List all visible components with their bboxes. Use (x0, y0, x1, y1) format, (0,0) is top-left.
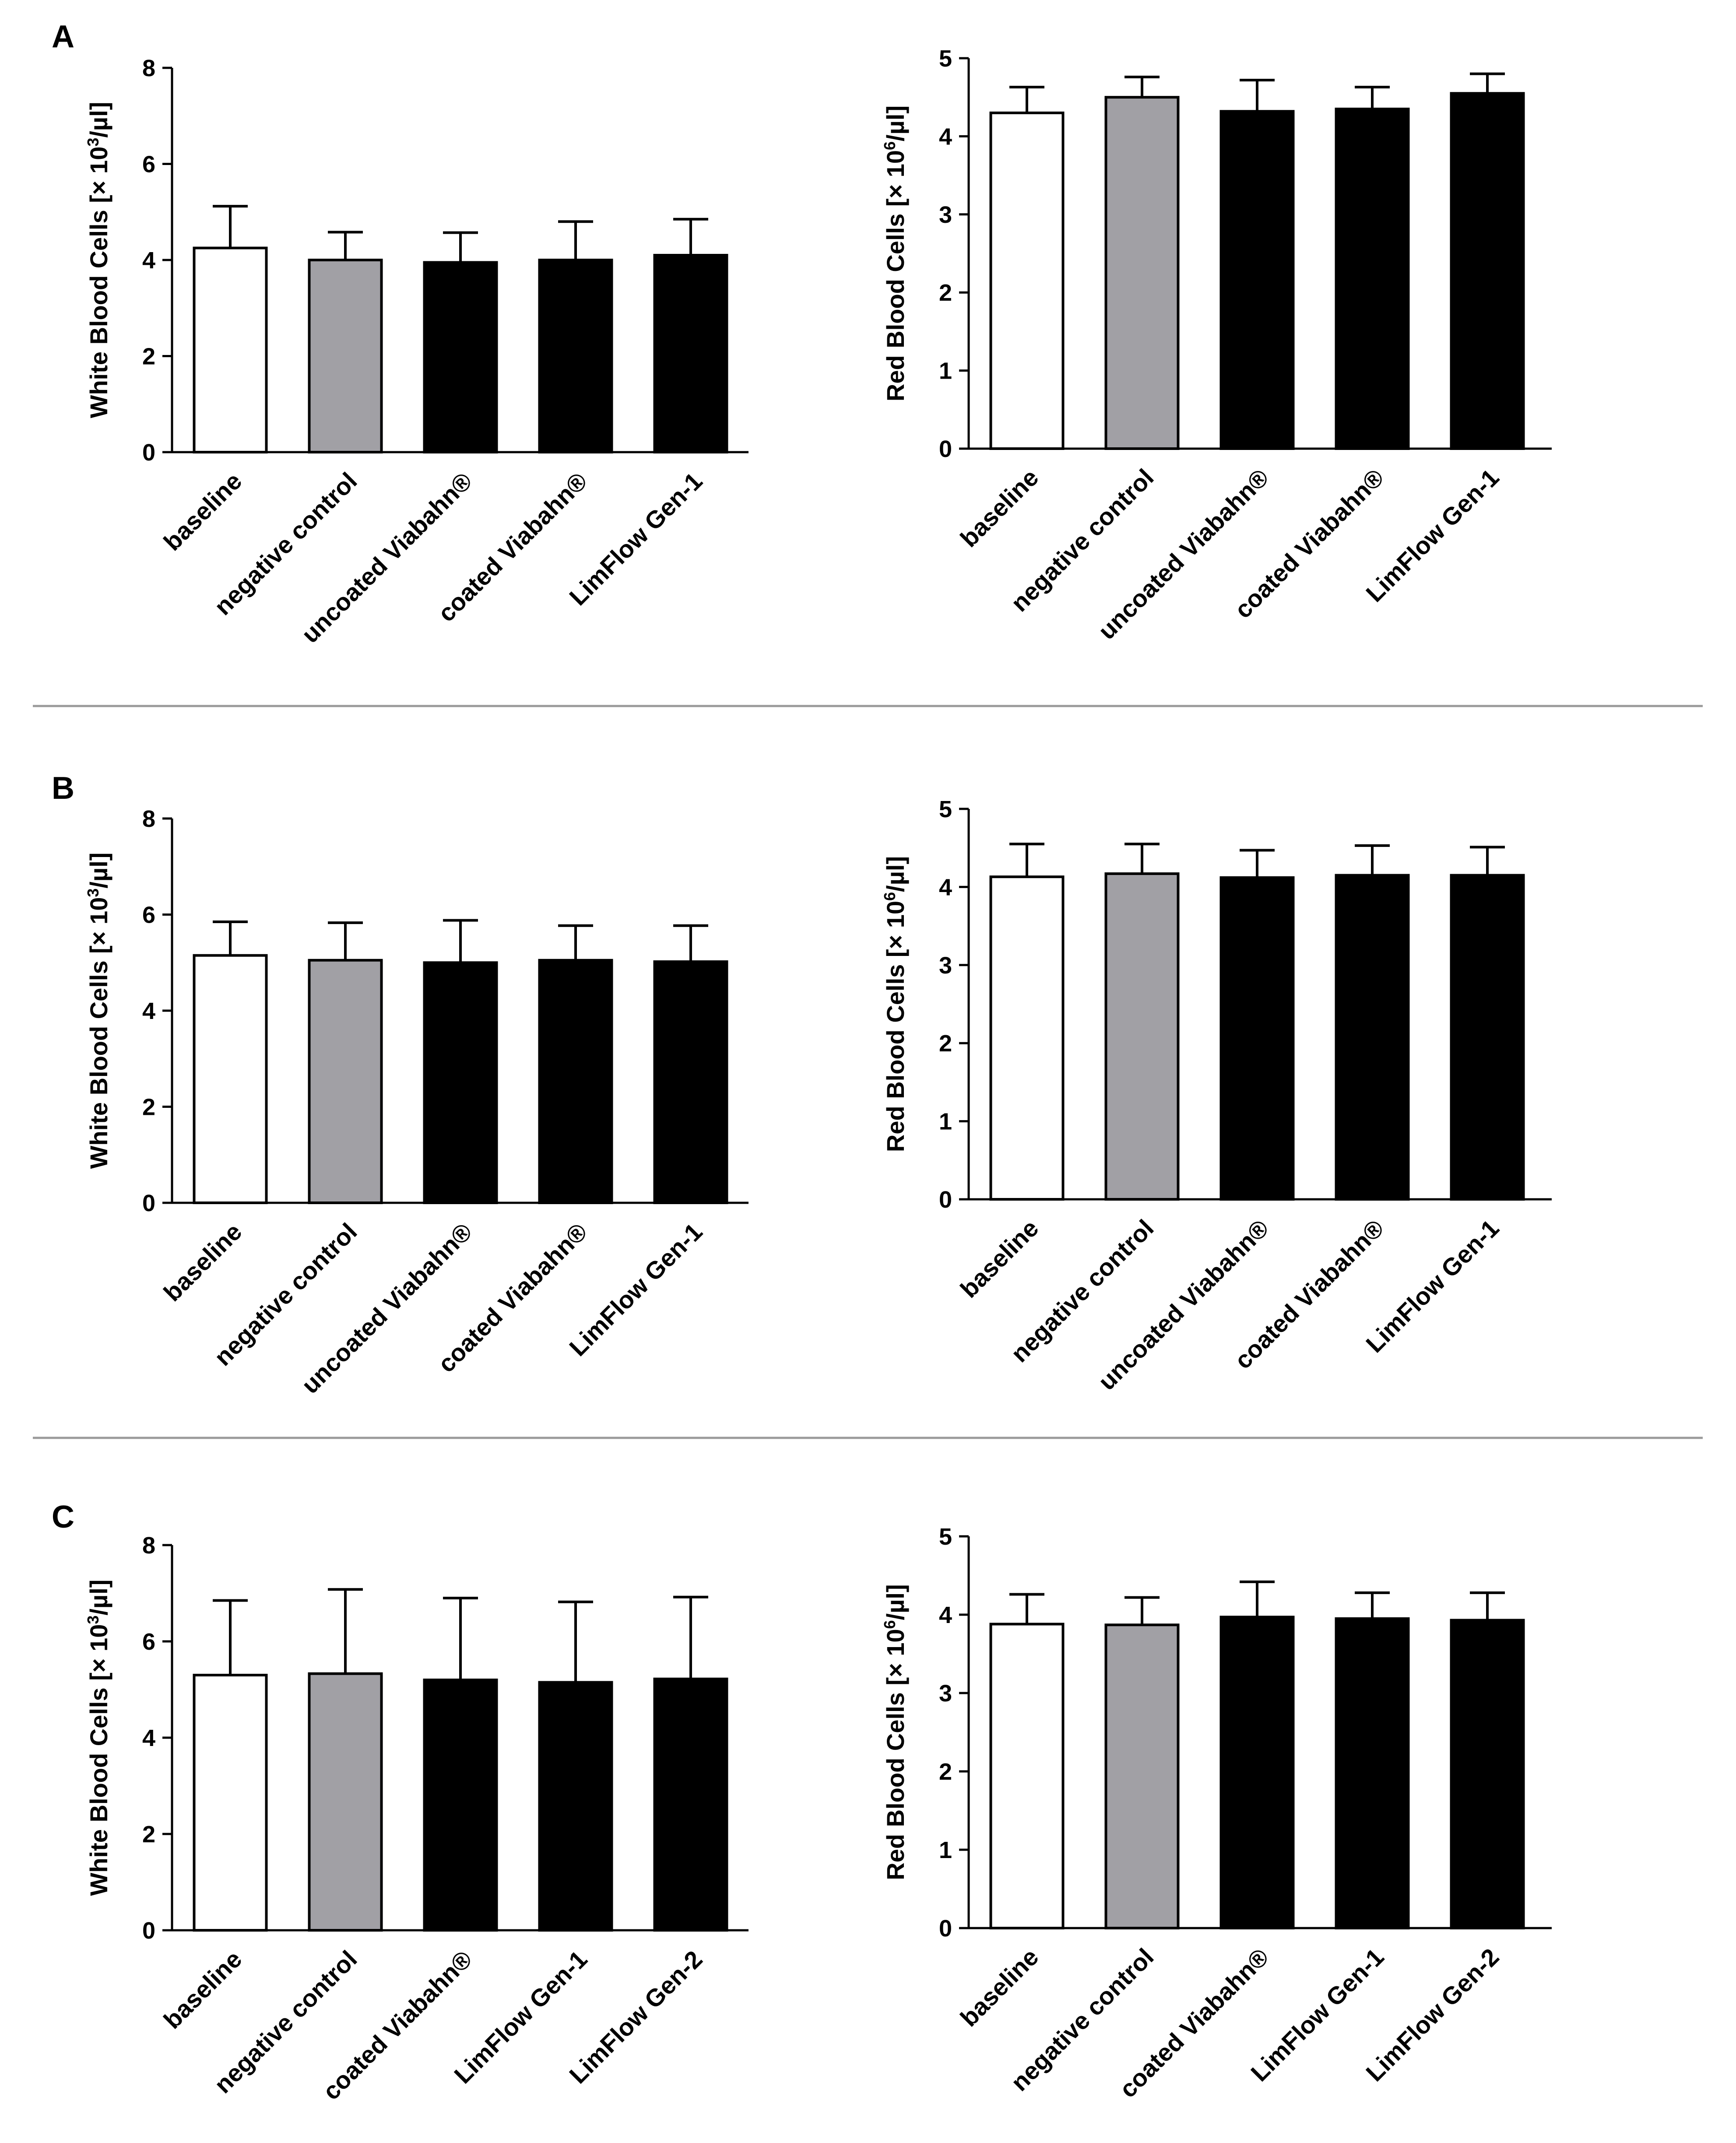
y-tick-label: 1 (939, 1837, 952, 1863)
category-label: baseline (158, 1218, 247, 1307)
bar (1219, 1616, 1295, 1930)
bar (1219, 110, 1295, 450)
category-label: baseline (955, 1943, 1044, 2032)
bar (423, 261, 498, 453)
y-axis-title: White Blood Cells [× 103/µl] (84, 1580, 112, 1896)
y-tick-label: 2 (142, 344, 155, 370)
y-tick-label: 4 (142, 1725, 155, 1751)
bar (1450, 874, 1525, 1201)
y-tick-label: 1 (939, 1109, 952, 1135)
y-axis-title: White Blood Cells [× 103/µl] (84, 853, 112, 1169)
y-tick-label: 0 (142, 1190, 155, 1216)
panel-label-b: B (52, 771, 74, 806)
panel-label-a: A (52, 19, 74, 54)
category-label: baseline (955, 1214, 1044, 1303)
panel-label-c: C (52, 1500, 74, 1535)
y-tick-label: 2 (142, 1821, 155, 1848)
chart-5: 0 1 2 3 4 5 Red Blood Cells [× 106/µl] baseline… (881, 1524, 1552, 2103)
y-tick-label: 0 (939, 1187, 952, 1213)
y-tick-label: 0 (939, 1915, 952, 1942)
bar (653, 1677, 728, 1932)
y-tick-label: 8 (142, 55, 155, 81)
y-tick-label: 4 (939, 1602, 952, 1628)
bar (1335, 1617, 1410, 1929)
y-tick-label: 2 (142, 1094, 155, 1121)
bar (308, 959, 383, 1204)
bar (1335, 874, 1410, 1201)
y-tick-label: 0 (142, 1918, 155, 1944)
y-tick-label: 8 (142, 806, 155, 832)
y-axis-title: Red Blood Cells [× 106/µl] (881, 105, 909, 401)
y-axis-title: White Blood Cells [× 103/µl] (84, 102, 112, 418)
bar (653, 960, 728, 1204)
bar (1104, 872, 1180, 1201)
y-tick-label: 4 (142, 247, 155, 274)
panel-label-group: A B C (52, 19, 74, 1535)
category-label: baseline (955, 464, 1044, 552)
bar (1335, 107, 1410, 450)
y-tick-label: 5 (939, 796, 952, 822)
y-tick-label: 3 (939, 952, 952, 979)
chart-4: 0 2 4 6 8 White Blood Cells [× 103/µl] baselin… (84, 1532, 749, 2105)
bar (1104, 1623, 1180, 1929)
bar (423, 961, 498, 1204)
y-axis-title: Red Blood Cells [× 106/µl] (881, 856, 909, 1152)
y-tick-label: 5 (939, 46, 952, 72)
bar (1104, 96, 1180, 450)
chart-1: 0 1 2 3 4 5 Red Blood Cells [× 106/µl] baseline… (881, 46, 1552, 645)
chart-0: 0 2 4 6 8 White Blood Cells [× 103/µl] baselin… (84, 55, 749, 648)
y-tick-label: 0 (939, 436, 952, 462)
bar (989, 1623, 1065, 1929)
y-tick-label: 4 (142, 998, 155, 1024)
bar (308, 259, 383, 453)
y-tick-label: 8 (142, 1532, 155, 1559)
bar (193, 1674, 268, 1932)
y-tick-label: 6 (142, 1629, 155, 1655)
bar (1450, 92, 1525, 450)
y-tick-label: 5 (939, 1524, 952, 1550)
y-tick-label: 2 (939, 1759, 952, 1785)
bar (1450, 1619, 1525, 1929)
y-tick-label: 2 (939, 280, 952, 306)
bar (193, 246, 268, 453)
y-tick-label: 1 (939, 358, 952, 384)
bar (1219, 876, 1295, 1201)
y-tick-label: 6 (142, 902, 155, 928)
category-label: baseline (158, 467, 247, 556)
bar (423, 1679, 498, 1932)
panel-dividers (33, 705, 1703, 1439)
chart-2: 0 2 4 6 8 White Blood Cells [× 103/µl] baselin… (84, 806, 749, 1399)
y-tick-label: 0 (142, 439, 155, 466)
bar (193, 954, 268, 1205)
chart-3: 0 1 2 3 4 5 Red Blood Cells [× 106/µl] baseline… (881, 796, 1552, 1395)
bar (308, 1672, 383, 1932)
bar (989, 111, 1065, 450)
category-label: baseline (158, 1945, 247, 2034)
charts-layer: 0 2 4 6 8 White Blood Cells [× 103/µl] baselin… (84, 46, 1552, 2105)
y-axis-title: Red Blood Cells [× 106/µl] (881, 1584, 909, 1880)
y-tick-label: 4 (939, 123, 952, 150)
bar (989, 875, 1065, 1201)
bar (653, 254, 728, 454)
bar (538, 259, 613, 453)
y-tick-label: 2 (939, 1030, 952, 1057)
y-tick-label: 3 (939, 1680, 952, 1707)
y-tick-label: 3 (939, 202, 952, 228)
y-tick-label: 6 (142, 151, 155, 178)
y-tick-label: 4 (939, 874, 952, 900)
bar (538, 1681, 613, 1932)
bar (538, 959, 613, 1204)
